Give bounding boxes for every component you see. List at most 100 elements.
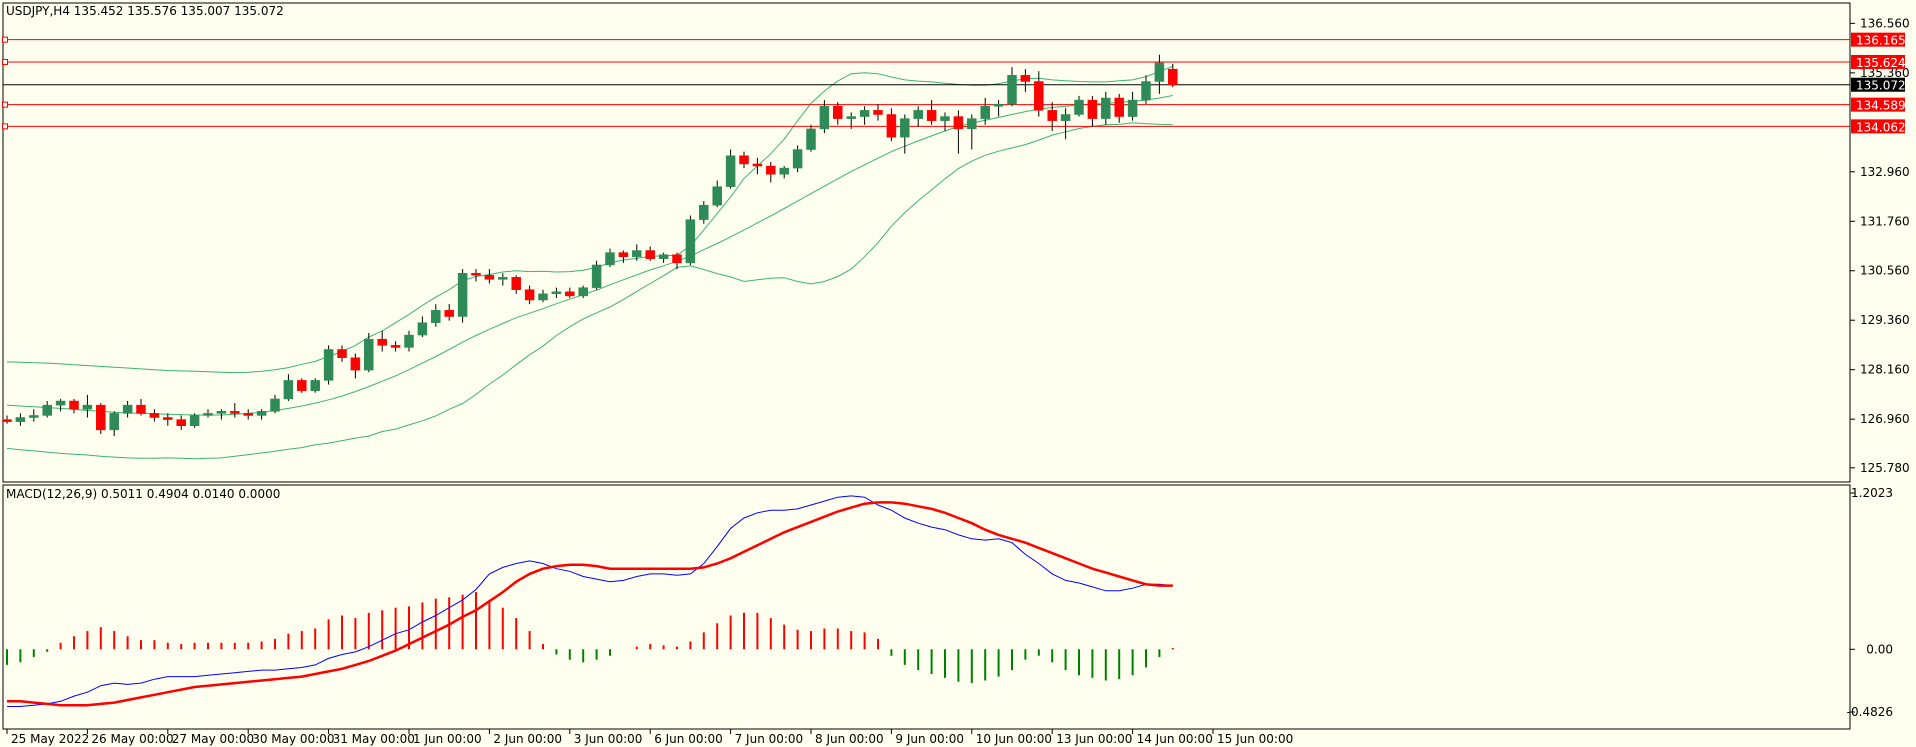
time-tick-label: 30 May 00:00	[252, 732, 334, 746]
time-tick-label: 31 May 00:00	[333, 732, 415, 746]
time-tick-label: 8 Jun 00:00	[815, 732, 884, 746]
candle-body	[377, 338, 387, 346]
candle-body	[511, 277, 521, 290]
price-label-text: 134.589	[1856, 99, 1906, 113]
candle-body	[243, 413, 253, 416]
candle-body	[1060, 114, 1071, 121]
candle-body	[712, 186, 722, 206]
time-tick-label: 25 May 2022	[11, 732, 89, 746]
candle-body	[431, 310, 441, 323]
candle-body	[350, 357, 361, 371]
candle-body	[15, 417, 26, 422]
hline-anchor-134.589[interactable]	[2, 101, 8, 108]
candle-body	[457, 272, 468, 317]
candle-body	[404, 334, 414, 348]
candle-body	[1168, 68, 1178, 86]
candle-body	[270, 398, 280, 412]
time-tick-label: 7 Jun 00:00	[735, 732, 804, 746]
candle-body	[136, 404, 146, 414]
price-tick-label: 135.360	[1860, 66, 1910, 80]
candle-body	[953, 116, 964, 130]
candle-body	[297, 380, 307, 391]
hline-anchor-135.624[interactable]	[2, 58, 8, 65]
time-tick-label: 1 Jun 00:00	[413, 732, 482, 746]
candle-body	[578, 287, 588, 297]
candle-body	[230, 411, 240, 414]
candle-body	[390, 345, 401, 348]
price-label-box	[1851, 97, 1905, 112]
time-tick-label: 14 Jun 00:00	[1137, 732, 1213, 746]
time-tick-label: 3 Jun 00:00	[574, 732, 643, 746]
time-tick-label: 9 Jun 00:00	[895, 732, 964, 746]
candle-body	[1127, 99, 1138, 117]
price-tick-label: 126.960	[1860, 412, 1910, 426]
candle-body	[1007, 75, 1017, 105]
chart-header-text: USDJPY,H4 135.452 135.576 135.007 135.07…	[6, 4, 284, 18]
candle-body	[739, 155, 749, 165]
candle-body	[55, 400, 66, 406]
candle-body	[310, 380, 320, 391]
candle-body	[524, 289, 535, 301]
candle-body	[1114, 97, 1124, 117]
ohlc-readout: 135.452 135.576 135.007 135.072	[74, 4, 284, 18]
price-label-text: 135.072	[1856, 79, 1906, 93]
candle-body	[538, 293, 548, 301]
candle-body	[109, 413, 119, 431]
symbol-label: USDJPY,H4	[6, 4, 70, 18]
candle-body	[900, 118, 910, 138]
candle-body	[1074, 99, 1084, 115]
candle-body	[337, 349, 347, 358]
candle-body	[189, 415, 200, 427]
candle-body	[163, 417, 173, 420]
time-tick-label: 26 May 00:00	[91, 732, 173, 746]
candle-body	[216, 411, 227, 414]
price-label-text: 135.624	[1856, 56, 1906, 70]
candle-body	[283, 380, 294, 400]
candle-body	[203, 413, 213, 416]
candle-body	[685, 219, 696, 264]
candle-body	[2, 419, 12, 422]
candle-body	[484, 275, 495, 280]
time-tick-label: 13 Jun 00:00	[1056, 732, 1132, 746]
price-label-box	[1851, 119, 1905, 134]
candle-body	[618, 252, 629, 257]
candle-body	[1141, 81, 1151, 101]
candle-body	[632, 250, 642, 257]
candle-body	[926, 110, 937, 121]
candle-body	[819, 105, 830, 130]
hline-anchor-136.165[interactable]	[2, 36, 8, 43]
macd-header-text: MACD(12,26,9) 0.5011 0.4904 0.0140 0.000…	[6, 487, 280, 501]
candle-body	[940, 116, 950, 121]
candle-body	[1087, 99, 1098, 119]
candle-body	[364, 338, 374, 371]
macd-tick-label: 0.00	[1866, 642, 1893, 656]
macd-line	[7, 495, 1173, 707]
candle-body	[833, 105, 843, 119]
candle-body	[323, 349, 334, 381]
candle-body	[176, 419, 186, 427]
candle-body	[658, 254, 669, 260]
price-tick-label: 131.760	[1860, 214, 1910, 228]
price-tick-label: 129.360	[1860, 313, 1910, 327]
candle-body	[779, 167, 789, 175]
candle-body	[1047, 110, 1057, 121]
candle-body	[859, 110, 870, 117]
time-tick-label: 27 May 00:00	[172, 732, 254, 746]
candle-body	[29, 415, 39, 418]
candle-body	[1020, 75, 1031, 82]
candle-body	[591, 264, 602, 288]
hline-anchor-134.062[interactable]	[2, 123, 8, 130]
candle-body	[913, 110, 923, 119]
price-tick-label: 130.560	[1860, 264, 1910, 278]
candle-body	[886, 114, 897, 138]
macd-tick-label: 1.2023	[1851, 486, 1893, 500]
candle-body	[417, 322, 428, 336]
macd-tick-label: -0.4826	[1847, 705, 1893, 719]
candle-body	[806, 128, 816, 150]
candle-body	[471, 272, 481, 276]
time-tick-label: 15 Jun 00:00	[1217, 732, 1293, 746]
price-tick-label: 136.560	[1860, 16, 1910, 30]
candle-body	[149, 413, 160, 418]
candle-body	[752, 163, 763, 167]
time-tick-label: 6 Jun 00:00	[654, 732, 723, 746]
